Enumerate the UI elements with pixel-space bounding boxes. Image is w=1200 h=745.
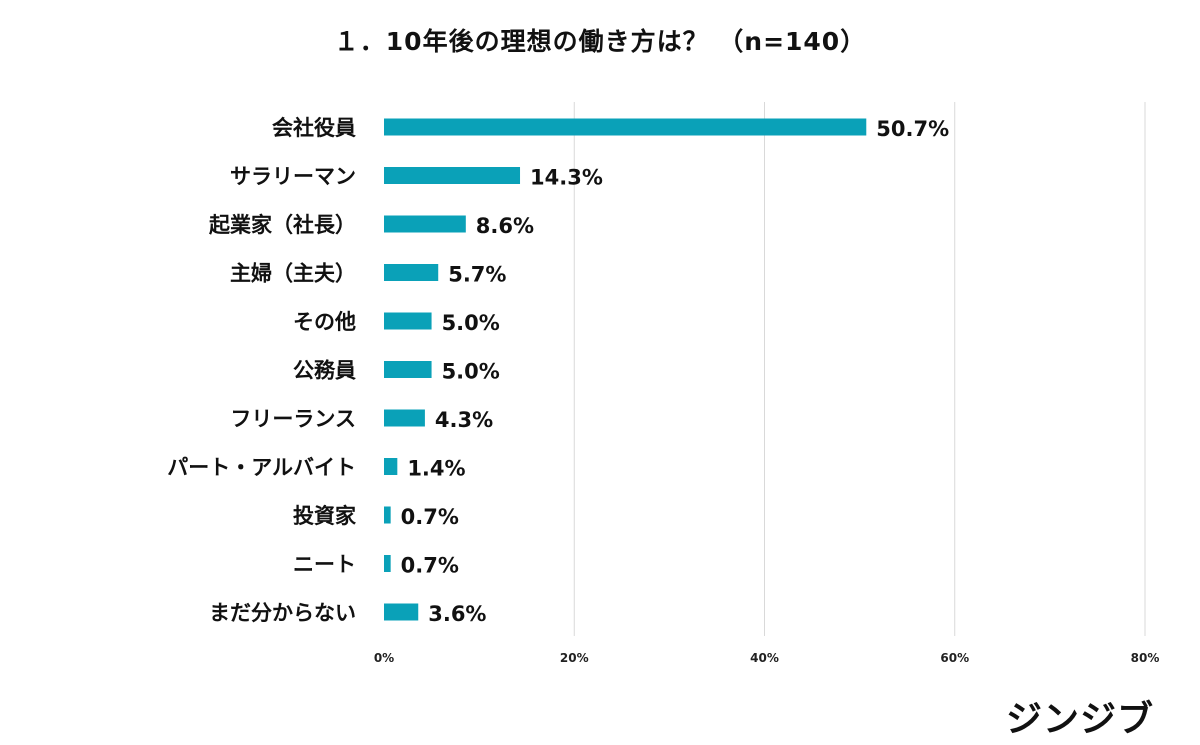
- bar: [384, 312, 432, 330]
- value-label: 0.7%: [401, 554, 459, 578]
- category-label: 公務員: [293, 359, 356, 383]
- category-label: フリーランス: [230, 407, 356, 431]
- value-label: 5.0%: [442, 360, 500, 384]
- bar: [384, 167, 521, 184]
- category-label: パート・アルバイト: [167, 456, 356, 480]
- category-label: 投資家: [293, 504, 357, 528]
- x-tick-label: 0%: [374, 651, 394, 665]
- value-label: 4.3%: [435, 408, 493, 432]
- bar: [384, 118, 867, 136]
- bar: [384, 506, 391, 524]
- category-label: まだ分からない: [209, 601, 356, 625]
- category-label: 主婦（主夫）: [230, 262, 356, 286]
- bar: [384, 264, 439, 281]
- category-label: サラリーマン: [230, 165, 356, 189]
- bar: [384, 215, 466, 233]
- chart-title: １．10年後の理想の働き方は？ （n=140）: [333, 27, 867, 56]
- value-label: 3.6%: [428, 602, 486, 626]
- bar: [384, 409, 425, 427]
- value-label: 50.7%: [876, 117, 949, 141]
- bar: [384, 603, 419, 621]
- category-label: その他: [293, 310, 356, 334]
- x-tick-label: 60%: [940, 651, 969, 665]
- category-label: 会社役員: [272, 116, 356, 140]
- value-label: 0.7%: [401, 505, 459, 529]
- bars: [384, 118, 867, 621]
- value-label: 14.3%: [530, 166, 603, 190]
- bar: [384, 458, 398, 475]
- value-label: 8.6%: [476, 214, 534, 238]
- value-label: 5.7%: [448, 263, 506, 287]
- x-axis-ticks: 0% 20% 40% 60% 80%: [374, 651, 1160, 665]
- value-label: 1.4%: [407, 457, 465, 481]
- value-labels: 50.7% 14.3% 8.6% 5.7% 5.0% 5.0% 4.3% 1.4% 0.7% 0.…: [401, 117, 949, 626]
- x-tick-label: 20%: [560, 651, 589, 665]
- x-tick-label: 80%: [1131, 651, 1160, 665]
- category-label: 起業家（社長）: [208, 213, 356, 237]
- grid-lines: [573, 102, 1146, 636]
- x-tick-label: 40%: [750, 651, 779, 665]
- value-label: 5.0%: [442, 311, 500, 335]
- brand-logo: ジンジブ: [1005, 699, 1154, 740]
- bar: [384, 555, 391, 572]
- bar: [384, 361, 432, 378]
- category-label: ニート: [293, 553, 356, 577]
